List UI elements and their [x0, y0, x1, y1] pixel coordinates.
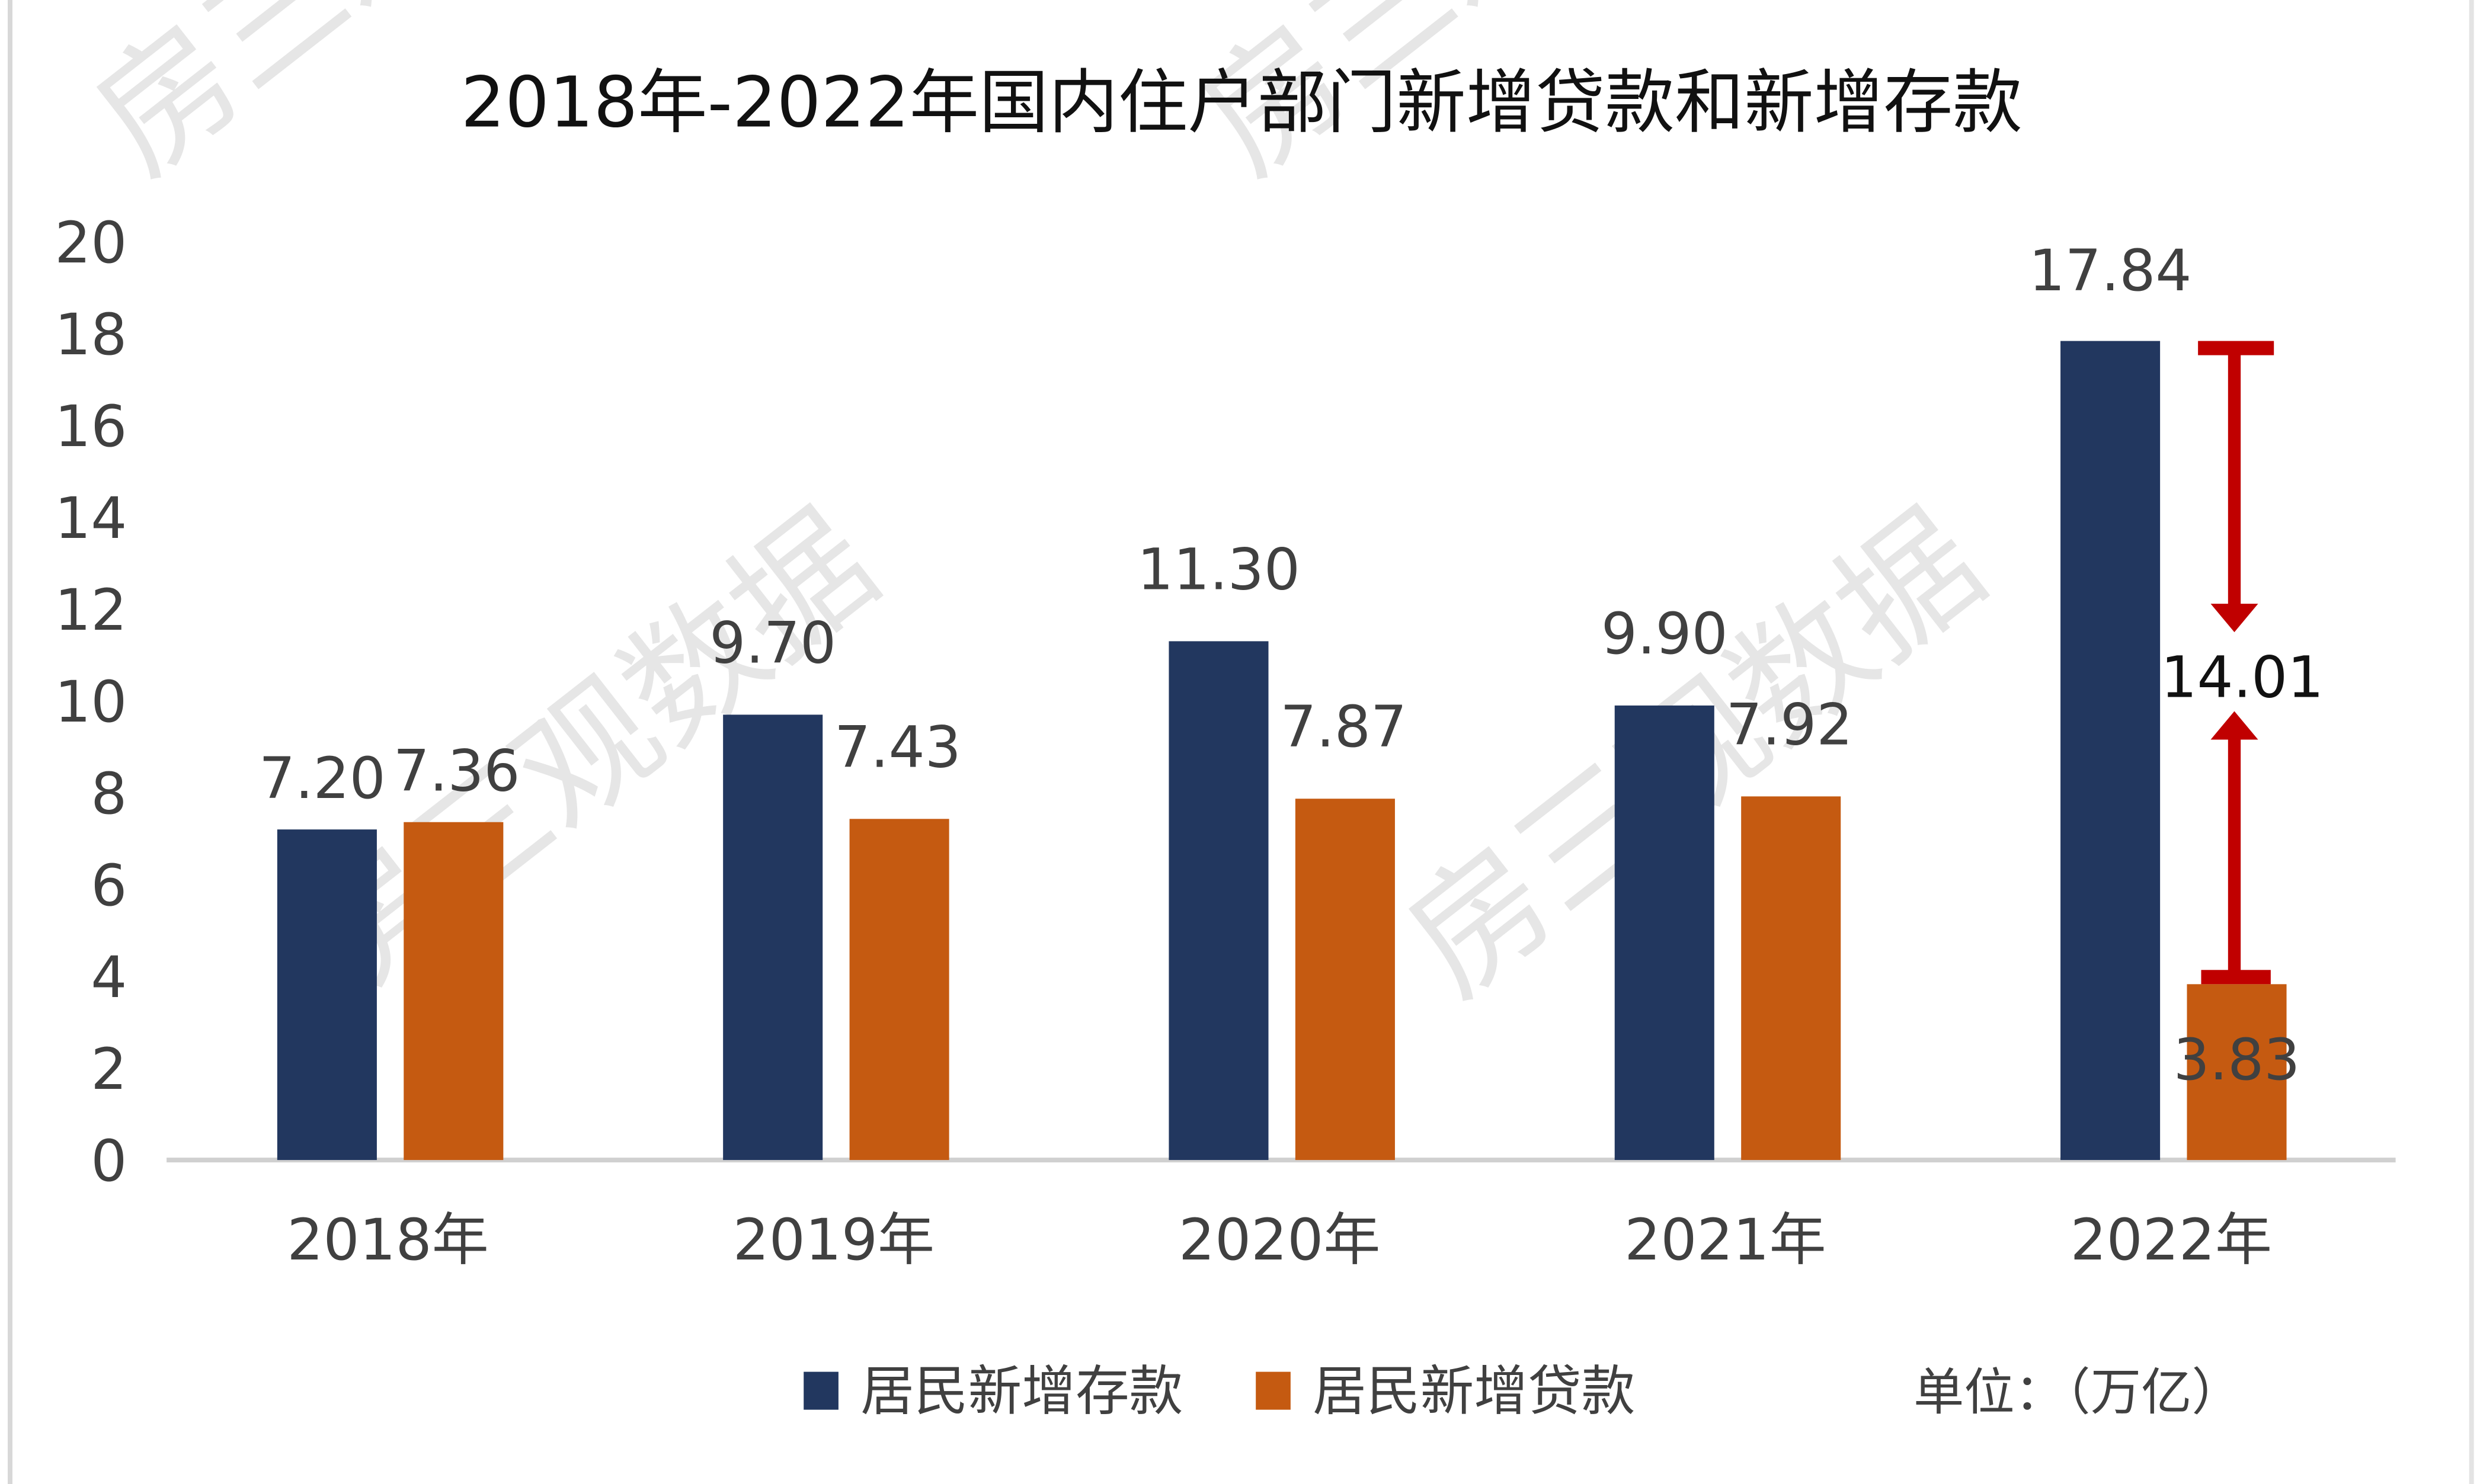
- legend-label-deposit: 居民新增存款: [860, 1361, 1183, 1423]
- x-axis: 2018年 2019年 2020年 2021年 2022年: [287, 1207, 2272, 1273]
- y-tick-label: 0: [91, 1128, 127, 1194]
- data-label: 7.87: [1280, 694, 1407, 760]
- bar-loan-2022年: [2187, 984, 2287, 1161]
- bar-deposit-2022年: [2060, 341, 2161, 1161]
- legend-swatch-loan: [1256, 1371, 1291, 1410]
- y-axis: 0 2 4 6 8 10 12 14 16 18 20: [55, 210, 127, 1194]
- bar-loan-2020年: [1295, 799, 1395, 1161]
- y-tick-label: 16: [55, 393, 127, 460]
- y-tick-label: 6: [91, 852, 127, 919]
- arrow-down-icon: [2210, 604, 2258, 633]
- data-label: 9.70: [709, 610, 836, 676]
- data-label: 7.20: [259, 745, 386, 812]
- bar-deposit-2018年: [277, 829, 377, 1161]
- arrow-up-icon: [2210, 711, 2258, 740]
- y-tick-label: 14: [55, 485, 127, 552]
- data-label: 3.83: [2174, 1027, 2300, 1093]
- y-tick-label: 12: [55, 577, 127, 643]
- unit-label: 单位：（万亿）: [1913, 1364, 2242, 1422]
- y-tick-label: 8: [91, 761, 127, 827]
- x-tick-label: 2021年: [1624, 1207, 1826, 1273]
- data-label: 7.36: [393, 738, 520, 804]
- data-label: 7.43: [834, 714, 961, 780]
- y-tick-label: 20: [55, 210, 127, 276]
- data-label: 11.30: [1137, 536, 1300, 602]
- bar-loan-2021年: [1741, 796, 1841, 1161]
- legend: 居民新增存款 居民新增贷款 单位：（万亿）: [804, 1361, 2242, 1423]
- bar-loan-2019年: [849, 819, 949, 1161]
- y-tick-label: 4: [91, 944, 127, 1011]
- annotation-label: 14.01: [2161, 644, 2324, 710]
- bar-deposit-2019年: [723, 714, 823, 1161]
- legend-label-loan: 居民新增贷款: [1313, 1361, 1635, 1423]
- chart-title: 2018年-2022年国内住户部门新增贷款和新增存款: [461, 62, 2023, 143]
- bars: 7.20 7.36 9.70 7.43 11.30 7.87 9.90 7.92 17.84 3.…: [259, 238, 2300, 1161]
- x-tick-label: 2020年: [1179, 1207, 1380, 1273]
- x-tick-label: 2018年: [287, 1207, 488, 1273]
- y-tick-label: 2: [91, 1036, 127, 1102]
- y-tick-label: 18: [55, 302, 127, 368]
- x-tick-label: 2019年: [733, 1207, 935, 1273]
- x-tick-label: 2022年: [2071, 1207, 2272, 1273]
- data-label: 9.90: [1601, 601, 1728, 667]
- bar-loan-2018年: [404, 822, 504, 1161]
- data-label: 17.84: [2029, 238, 2192, 304]
- data-label: 7.92: [1726, 691, 1853, 758]
- y-tick-label: 10: [55, 669, 127, 735]
- bar-deposit-2021年: [1614, 705, 1714, 1161]
- legend-swatch-deposit: [804, 1371, 839, 1410]
- bar-deposit-2020年: [1169, 641, 1269, 1161]
- difference-annotation: 14.01: [2161, 341, 2324, 985]
